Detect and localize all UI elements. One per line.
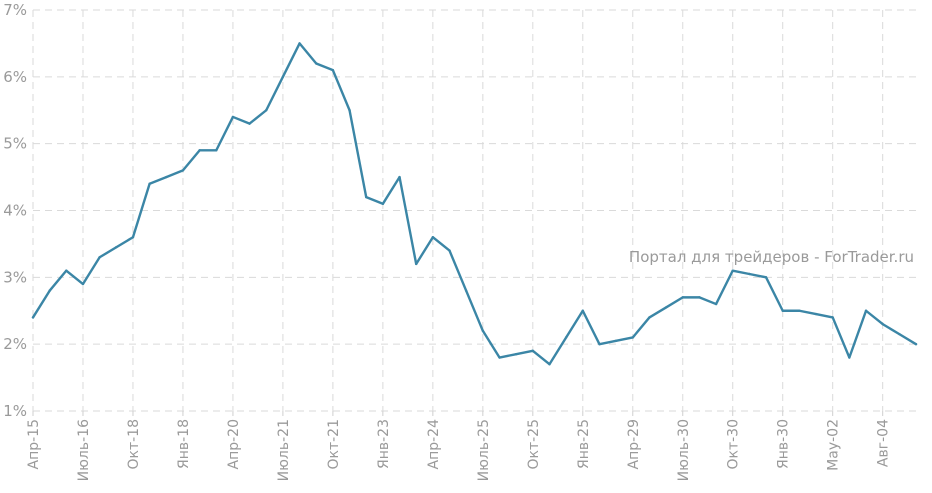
data-point: [514, 352, 518, 356]
data-point: [481, 329, 485, 332]
data-point: [348, 109, 351, 112]
y-tick-label: 6%: [3, 68, 27, 86]
data-point: [165, 175, 168, 179]
data-point: [115, 246, 118, 249]
data-point: [598, 342, 601, 346]
data-point: [65, 269, 68, 272]
x-tick-label: Окт-18: [126, 419, 142, 470]
data-point: [131, 236, 135, 239]
x-tick-label: Апр-24: [426, 419, 442, 470]
data-point: [198, 149, 201, 152]
x-tick-label: Окт-21: [326, 419, 342, 470]
data-point: [914, 342, 918, 346]
y-tick-label: 4%: [3, 202, 27, 220]
y-tick-label: 3%: [3, 268, 27, 286]
data-point: [248, 122, 251, 125]
data-point: [814, 312, 818, 316]
data-point: [764, 276, 768, 279]
data-point: [831, 316, 834, 319]
data-point: [898, 332, 901, 336]
x-tick-label: Июль-30: [676, 419, 692, 481]
x-tick-label: Апр-15: [26, 419, 42, 469]
y-tick-label: 5%: [3, 135, 27, 153]
data-point: [664, 306, 668, 309]
data-point: [381, 202, 385, 206]
data-point: [265, 109, 268, 112]
x-tick-label: Янв-23: [376, 419, 392, 469]
data-point: [631, 336, 634, 339]
data-point: [681, 296, 684, 299]
data-point: [614, 339, 618, 343]
data-point: [331, 68, 335, 72]
data-point: [148, 182, 151, 185]
data-point: [414, 262, 418, 266]
data-point: [448, 249, 451, 252]
data-point: [798, 309, 801, 312]
data-point: [781, 309, 784, 312]
data-point: [498, 356, 501, 359]
data-point: [281, 75, 285, 79]
data-point: [648, 316, 651, 319]
data-point: [431, 236, 435, 239]
x-tick-label: Апр-20: [226, 419, 242, 469]
grid: [32, 9, 916, 412]
data-point: [398, 175, 401, 179]
data-point: [698, 296, 701, 299]
data-point: [365, 195, 368, 199]
series-line: [31, 42, 918, 366]
data-point: [98, 256, 101, 259]
data-point: [731, 269, 734, 272]
x-tick-label: Окт-25: [526, 419, 542, 470]
x-tick-label: Янв-30: [776, 419, 792, 469]
watermark-text: Портал для трейдеров - ForTrader.ru: [629, 248, 914, 266]
data-point: [848, 356, 851, 359]
y-tick-label: 2%: [3, 335, 27, 353]
data-point: [215, 149, 218, 152]
data-point: [464, 289, 468, 292]
data-point: [748, 272, 751, 276]
data-point: [81, 282, 85, 286]
data-point: [231, 115, 235, 119]
x-tick-label: Июль-16: [76, 419, 92, 481]
data-point: [564, 336, 568, 339]
data-point: [881, 322, 884, 326]
x-tick-label: Окт-30: [726, 419, 742, 470]
data-point: [315, 62, 318, 65]
x-tick-label: Янв-25: [576, 419, 592, 469]
data-point: [581, 309, 584, 312]
x-tick-label: Авг-04: [876, 419, 892, 467]
x-tick-label: Янв-18: [176, 419, 192, 469]
data-point: [548, 363, 551, 366]
y-tick-label: 7%: [3, 1, 27, 19]
data-point: [31, 316, 35, 319]
data-point: [864, 309, 868, 312]
x-tick-label: Июль-21: [276, 419, 292, 481]
data-point: [531, 349, 535, 353]
series: [31, 42, 918, 366]
x-tick-label: Апр-29: [626, 419, 642, 469]
x-tick-label: Июль-25: [476, 419, 492, 481]
x-tick-label: Мау-02: [826, 419, 842, 471]
data-point: [48, 289, 51, 292]
y-tick-label: 1%: [3, 402, 27, 420]
data-point: [714, 302, 718, 306]
x-axis: Апр-15 Июль-16 Окт-18 Янв-18 Апр-20 Июль-21 Ок…: [26, 411, 892, 481]
data-point: [181, 169, 185, 172]
data-point: [298, 42, 301, 45]
y-axis: 1% 2% 3% 4% 5% 6% 7%: [3, 1, 27, 420]
